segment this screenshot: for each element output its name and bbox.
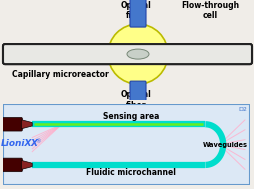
Text: LioniX: LioniX (1, 139, 32, 148)
Text: Optical
fiber: Optical fiber (120, 1, 151, 20)
FancyBboxPatch shape (3, 44, 251, 64)
Polygon shape (21, 160, 32, 169)
FancyBboxPatch shape (3, 158, 22, 172)
FancyBboxPatch shape (130, 0, 146, 27)
Text: Capillary microreactor: Capillary microreactor (12, 70, 108, 79)
Ellipse shape (169, 49, 189, 59)
Text: X: X (30, 139, 37, 148)
Polygon shape (21, 120, 32, 129)
FancyBboxPatch shape (3, 44, 251, 64)
Ellipse shape (194, 49, 214, 59)
Text: Sensing area: Sensing area (103, 112, 159, 121)
Ellipse shape (126, 49, 148, 59)
Circle shape (108, 24, 167, 84)
Text: D2: D2 (237, 107, 246, 112)
Text: ®: ® (35, 139, 41, 144)
Ellipse shape (40, 49, 60, 59)
Text: Optical
fiber: Optical fiber (120, 90, 151, 110)
Text: Flow-through
cell: Flow-through cell (180, 1, 238, 20)
Ellipse shape (65, 49, 85, 59)
FancyBboxPatch shape (3, 118, 22, 131)
FancyBboxPatch shape (130, 81, 146, 111)
Text: Fluidic microchannel: Fluidic microchannel (86, 168, 176, 177)
Ellipse shape (15, 49, 35, 59)
Ellipse shape (219, 49, 239, 59)
Text: Waveguides: Waveguides (202, 142, 247, 148)
